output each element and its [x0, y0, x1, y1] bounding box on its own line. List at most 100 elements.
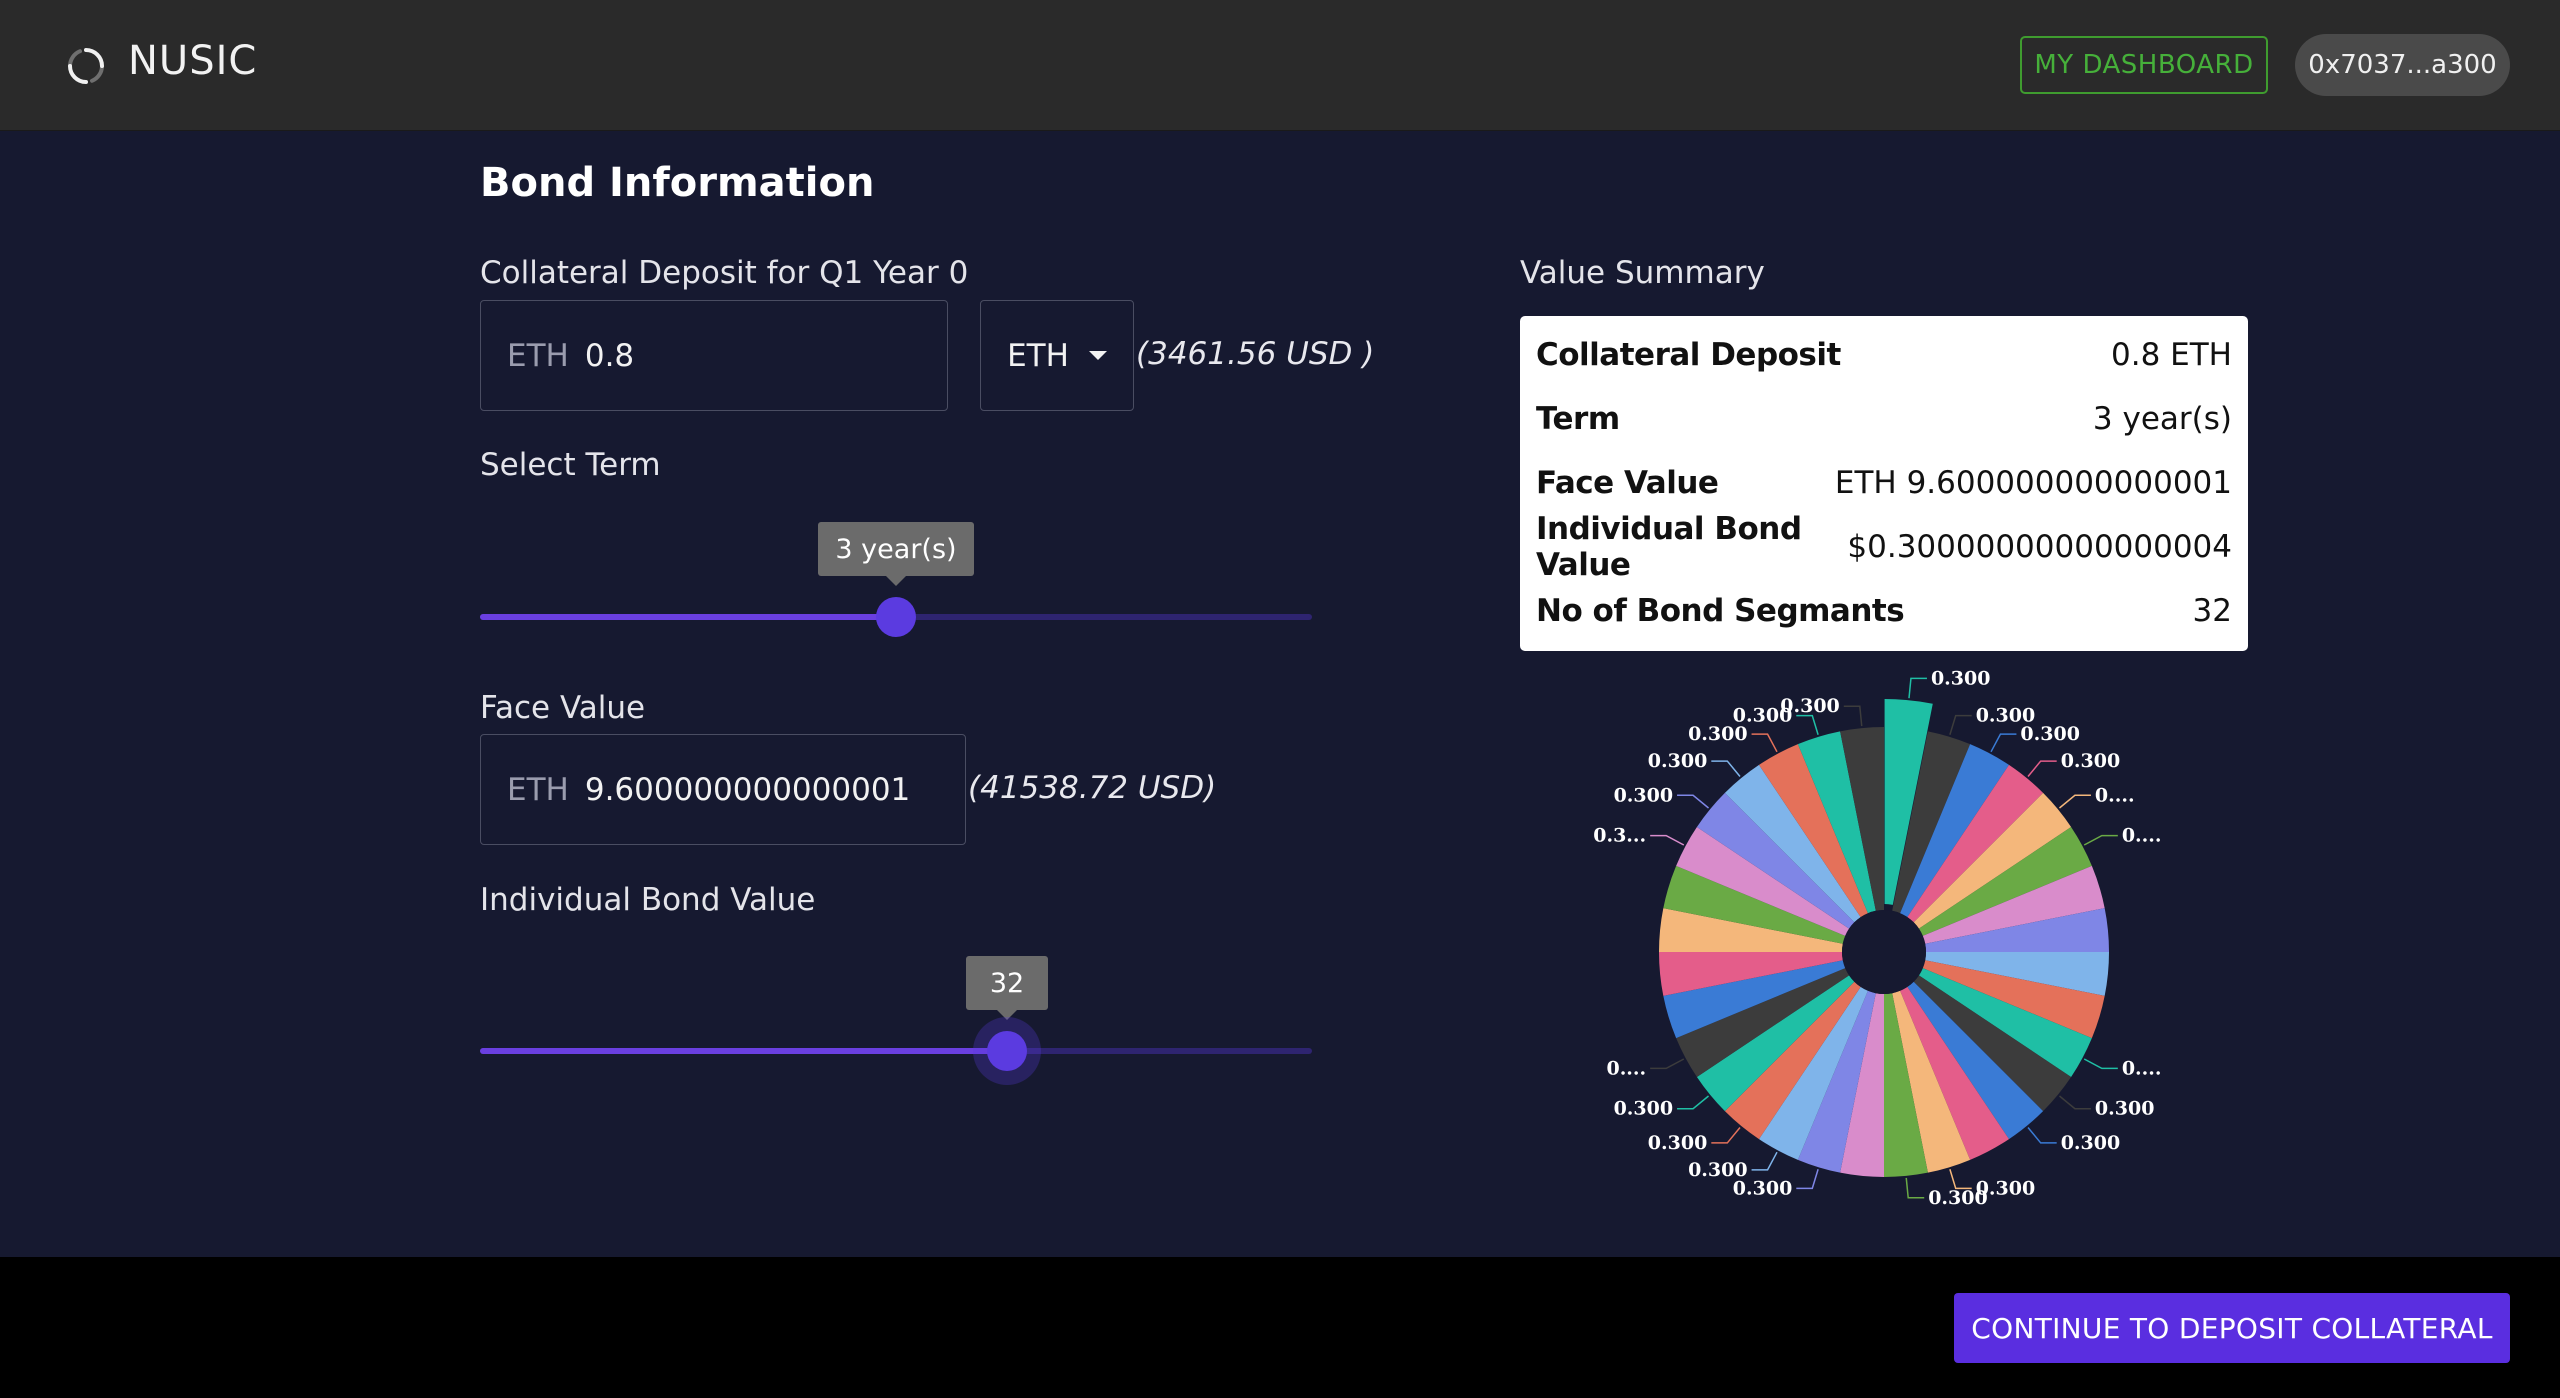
pie-data-label: 0.300: [1688, 1159, 1748, 1181]
face-value-prefix: ETH: [507, 771, 569, 808]
pie-label-leader: [1677, 1095, 1710, 1110]
pie-label-leader: [1949, 714, 1972, 735]
summary-label: Value Summary: [1520, 255, 1765, 291]
collateral-input[interactable]: ETH 0.8: [480, 300, 948, 411]
summary-value: 0.8 ETH: [2111, 337, 2232, 373]
pie-slice[interactable]: [1900, 986, 2010, 1160]
pie-label-leader: [1711, 1126, 1741, 1144]
pie-data-label: 0.300: [1976, 1177, 2036, 1199]
my-dashboard-button[interactable]: MY DASHBOARD: [2020, 36, 2268, 94]
pie-label-leader: [2058, 1095, 2091, 1110]
pie-data-label: 0....: [1606, 1057, 1646, 1079]
pie-slice[interactable]: [1892, 731, 1971, 914]
caret-down-icon: [1088, 351, 1107, 360]
summary-key: Collateral Deposit: [1536, 337, 1841, 373]
pie-label-leader: [1949, 1169, 1972, 1190]
pie-slice[interactable]: [1922, 960, 2105, 1039]
pie-data-label: 0.300: [2020, 723, 2080, 745]
pie-label-leader: [2027, 760, 2057, 778]
pie-slice[interactable]: [1659, 908, 1843, 952]
pie-data-label: 0.300: [1688, 723, 1748, 745]
pie-label-leader: [1650, 1058, 1685, 1070]
pie-data-label: 0.300: [2061, 1132, 2121, 1154]
pie-label-leader: [1990, 733, 2017, 753]
pie-data-label: 0.300: [1928, 1187, 1988, 1209]
pie-slice[interactable]: [1922, 865, 2105, 944]
pie-data-label: 0.300: [2095, 1098, 2155, 1120]
currency-select[interactable]: ETH: [980, 300, 1134, 411]
pie-slice[interactable]: [1913, 792, 2072, 929]
pie-data-label: 0.300: [1976, 705, 2036, 727]
summary-key: No of Bond Segmants: [1536, 593, 1905, 629]
pie-data-label: 0.300: [1648, 1132, 1708, 1154]
summary-value: ETH 9.600000000000001: [1834, 465, 2232, 501]
bond-slider-fill: [480, 1048, 1007, 1054]
pie-slice[interactable]: [1884, 993, 1928, 1177]
pie-slice[interactable]: [1840, 727, 1884, 911]
pie-slice[interactable]: [1918, 826, 2092, 936]
pie-data-label: 0.3...: [1593, 825, 1646, 847]
wallet-address-button[interactable]: 0x7037...a300: [2295, 34, 2510, 96]
pie-slice[interactable]: [1663, 960, 1846, 1039]
face-value-input[interactable]: ETH 9.600000000000001: [480, 734, 966, 845]
pie-slice[interactable]: [1758, 986, 1868, 1160]
collateral-usd: (3461.56 USD ): [1136, 336, 1375, 372]
pie-slice[interactable]: [1913, 975, 2072, 1112]
pie-label-leader: [1908, 677, 1927, 699]
pie-slice[interactable]: [1925, 952, 2109, 996]
pie-slice[interactable]: [1892, 990, 1971, 1173]
pie-label-leader: [1751, 733, 1778, 753]
pie-slice[interactable]: [1918, 968, 2092, 1078]
summary-value: 32: [2192, 593, 2232, 629]
bond-value-label: Individual Bond Value: [480, 882, 816, 918]
bond-slider-track[interactable]: [480, 1048, 1312, 1054]
collateral-prefix: ETH: [507, 337, 569, 374]
term-slider-tooltip: 3 year(s): [818, 522, 974, 586]
face-value-value[interactable]: 9.600000000000001: [584, 771, 911, 808]
face-value-usd: (41538.72 USD): [968, 770, 1217, 806]
pie-slice[interactable]: [1907, 764, 2044, 923]
top-bar: NUSIC MY DASHBOARD 0x7037...a300: [0, 0, 2560, 131]
summary-row: Individual Bond Value $0.300000000000000…: [1536, 511, 2232, 583]
continue-deposit-button[interactable]: CONTINUE TO DEPOSIT COLLATERAL: [1954, 1293, 2510, 1363]
pie-label-leader: [1905, 1177, 1925, 1199]
summary-row: Term 3 year(s): [1536, 399, 2232, 439]
refresh-circle-icon: [68, 48, 104, 84]
pie-slice[interactable]: [1797, 731, 1876, 914]
summary-row: No of Bond Segmants 32: [1536, 591, 2232, 631]
page-title: Bond Information: [480, 160, 875, 206]
brand-name[interactable]: NUSIC: [128, 38, 258, 84]
pie-slice[interactable]: [1696, 792, 1855, 929]
term-label: Select Term: [480, 447, 661, 483]
pie-slice[interactable]: [1676, 968, 1850, 1078]
pie-label-leader: [2058, 794, 2091, 809]
summary-row: Face Value ETH 9.600000000000001: [1536, 463, 2232, 503]
pie-slice[interactable]: [1925, 908, 2109, 952]
summary-key: Face Value: [1536, 465, 1719, 501]
pie-slice[interactable]: [1900, 744, 2010, 918]
currency-selected: ETH: [1007, 337, 1069, 374]
collateral-label: Collateral Deposit for Q1 Year 0: [480, 255, 969, 291]
pie-slice[interactable]: [1758, 744, 1868, 918]
term-slider-thumb[interactable]: [876, 597, 916, 637]
pie-slice[interactable]: [1840, 993, 1884, 1177]
pie-slice[interactable]: [1663, 865, 1846, 944]
summary-value: 3 year(s): [2092, 401, 2232, 437]
pie-data-label: 0....: [2122, 825, 2162, 847]
pie-label-leader: [1751, 1151, 1778, 1171]
pie-data-label: 0....: [2095, 784, 2135, 806]
pie-label-leader: [1796, 1169, 1819, 1190]
pie-slice[interactable]: [1797, 990, 1876, 1173]
pie-slice[interactable]: [1676, 826, 1850, 936]
pie-slice[interactable]: [1724, 764, 1861, 923]
pie-slice[interactable]: [1696, 975, 1855, 1112]
pie-label-leader: [1677, 794, 1710, 809]
pie-slice[interactable]: [1907, 981, 2044, 1140]
pie-slice[interactable]: [1884, 699, 1933, 905]
pie-data-label: 0.300: [1733, 705, 1793, 727]
collateral-value[interactable]: 0.8: [584, 337, 635, 374]
summary-row: Collateral Deposit 0.8 ETH: [1536, 335, 2232, 375]
bond-slider-thumb[interactable]: [986, 1031, 1027, 1071]
pie-slice[interactable]: [1724, 981, 1861, 1140]
pie-slice[interactable]: [1659, 952, 1843, 996]
